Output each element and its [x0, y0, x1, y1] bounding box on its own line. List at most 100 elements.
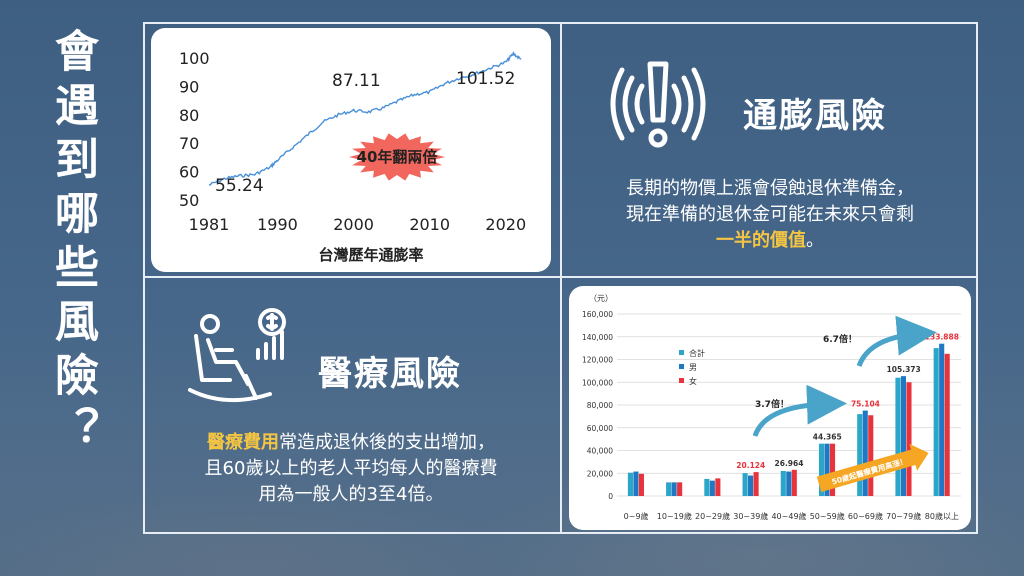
bar [709, 480, 715, 496]
side-title: 會遇到哪些風險？ [47, 28, 98, 460]
inflation-series-line [208, 50, 522, 186]
chart-title: 台灣歷年通膨率 [318, 246, 423, 264]
rocking-chair-elder-icon [186, 306, 292, 412]
bar [666, 482, 672, 496]
x-tick-label: 10~19歲 [657, 511, 692, 521]
y-tick-label: 80 [179, 106, 199, 125]
inflation-text-highlight: 一半的價值 [716, 230, 806, 251]
bar [677, 482, 683, 496]
inflation-risk-title: 通膨風險 [743, 96, 887, 136]
warning-signal-icon [606, 58, 710, 154]
medical-text-highlight: 醫療費用 [207, 432, 279, 453]
y-tick-label: 20,000 [587, 469, 613, 478]
medical-text-line1: 常造成退休後的支出增加， [279, 432, 495, 453]
legend-label: 女 [689, 376, 697, 386]
bar [862, 410, 868, 496]
bar-value-label: 26.964 [775, 459, 804, 468]
y-tick-label: 40,000 [587, 447, 613, 456]
bar-value-label: 44.365 [813, 433, 842, 442]
bar [818, 443, 825, 496]
grid-divider-horizontal [143, 276, 978, 278]
bar [944, 353, 950, 496]
y-tick-label: 90 [179, 77, 199, 96]
bar [933, 348, 939, 496]
x-tick-label: 20~29歲 [695, 511, 730, 521]
bar [633, 471, 639, 496]
medical-risk-title: 醫療風險 [318, 354, 462, 394]
bar [900, 376, 907, 496]
bar [742, 473, 748, 496]
callout-arrow-2 [856, 315, 937, 367]
medical-text-line3: 用為一般人的3至4倍。 [258, 484, 444, 505]
bar [895, 377, 901, 496]
x-tick-label: 2000 [333, 215, 374, 234]
annotation-start-value: 55.24 [215, 176, 264, 196]
x-tick-label: 30~39歲 [733, 511, 768, 521]
bar [671, 482, 677, 496]
legend-label: 合計 [689, 348, 705, 358]
bar [857, 414, 863, 496]
inflation-text-line1: 長期的物價上漲會侵蝕退休準備金， [626, 178, 914, 199]
y-tick-label: 120,000 [582, 356, 613, 365]
x-tick-label: 40~49歲 [771, 511, 806, 521]
medical-cost-chart-card: （元） 160,000 140,000 120,000 100,000 80,000 60… [569, 286, 971, 530]
x-tick-label: 1981 [189, 215, 230, 234]
legend-swatch [679, 364, 684, 369]
bar [824, 443, 830, 496]
y-tick-label: 60,000 [587, 424, 613, 433]
callout-6-7x: 6.7倍！ [823, 333, 857, 345]
bar [753, 472, 759, 496]
bar-value-label: 105.373 [887, 365, 921, 374]
bar [780, 470, 786, 496]
callout-3-7x: 3.7倍！ [755, 398, 789, 410]
callout-arrow-1 [752, 384, 847, 437]
bar [627, 472, 633, 496]
legend-swatch [679, 378, 684, 383]
bar-value-label: 133.888 [925, 333, 959, 342]
grid-divider-vertical [560, 22, 562, 534]
bar [715, 478, 721, 496]
annotation-mid-value: 87.11 [332, 71, 381, 91]
bar [829, 443, 836, 496]
y-tick-label: 70 [179, 134, 199, 153]
x-tick-label: 2020 [485, 215, 526, 234]
medical-text-line2: 且60歲以上的老人平均每人的醫療費 [204, 458, 498, 479]
y-tick-label: 0 [608, 492, 613, 501]
bar-value-label: 75.104 [851, 400, 880, 409]
y-tick-label: 160,000 [582, 310, 613, 319]
inflation-text-end: 。 [806, 230, 824, 251]
inflation-text-line2: 現在準備的退休金可能在未來只會剩 [626, 204, 914, 225]
bar [786, 471, 792, 496]
inflation-risk-description: 長期的物價上漲會侵蝕退休準備金， 現在準備的退休金可能在未來只會剩 一半的價值。 [570, 176, 970, 254]
bar [791, 469, 797, 496]
x-tick-label: 2010 [409, 215, 450, 234]
y-tick-label: 100 [179, 49, 210, 68]
bar [748, 475, 754, 496]
x-tick-label: 1990 [257, 215, 298, 234]
bar [939, 343, 945, 496]
x-tick-label: 60~69歲 [848, 511, 883, 521]
y-tick-label: 80,000 [587, 401, 613, 410]
legend-label: 男 [689, 363, 697, 372]
y-axis-unit: （元） [589, 294, 613, 303]
bar [638, 473, 644, 496]
y-tick-label: 100,000 [582, 378, 613, 387]
y-tick-label: 60 [179, 163, 199, 182]
x-tick-label: 70~79歲 [886, 511, 921, 521]
legend-swatch [679, 350, 684, 355]
bar-value-label: 20.124 [736, 461, 765, 470]
y-tick-label: 140,000 [582, 333, 613, 342]
y-tick-label: 50 [179, 191, 199, 210]
growth-badge: 40年翻兩倍 [349, 133, 445, 181]
x-tick-label: 50~59歲 [810, 511, 845, 521]
inflation-chart-card: 100 90 80 70 60 50 1981 1990 2000 2010 2020 40年翻兩… [151, 28, 551, 272]
x-tick-label: 80歲以上 [925, 511, 959, 521]
x-tick-label: 0~9歲 [624, 511, 649, 521]
medical-cost-bar-chart: （元） 160,000 140,000 120,000 100,000 80,000 60… [582, 294, 961, 521]
bar [868, 415, 874, 496]
medical-risk-description: 醫療費用常造成退休後的支出增加， 且60歲以上的老人平均每人的醫療費 用為一般人… [150, 430, 552, 508]
bar [906, 382, 912, 496]
growth-badge-text: 40年翻兩倍 [357, 148, 438, 166]
annotation-end-value: 101.52 [456, 69, 515, 89]
inflation-line-chart: 100 90 80 70 60 50 1981 1990 2000 2010 2020 40年翻兩… [179, 49, 526, 264]
